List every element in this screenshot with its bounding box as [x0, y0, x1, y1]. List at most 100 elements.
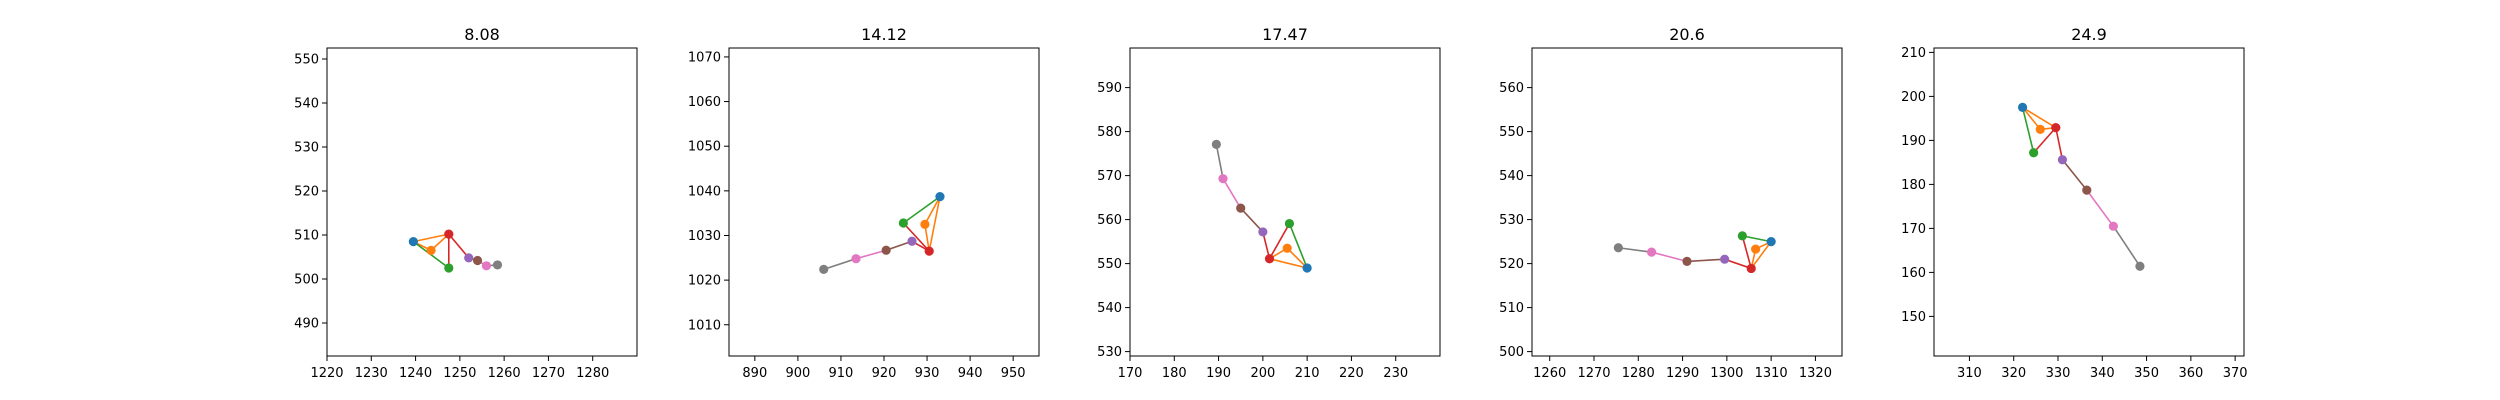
x-tick-label: 1260	[488, 366, 521, 381]
y-tick-label: 540	[294, 97, 319, 112]
x-tick-label: 1250	[443, 366, 476, 381]
edge-line	[2021, 106, 2041, 130]
data-point	[1746, 263, 1756, 274]
data-point	[920, 219, 930, 229]
x-tick-label: 1270	[532, 366, 565, 381]
x-tick-label: 1280	[576, 366, 609, 381]
data-point	[444, 229, 454, 239]
edge-line	[1286, 247, 1308, 269]
y-tick-label: 200	[1901, 90, 1926, 105]
data-point	[1236, 203, 1246, 213]
y-tick-label: 540	[1499, 169, 1524, 184]
edge-line	[928, 196, 941, 252]
chart-panel-2: 14.12 890 900 910 920 930 940 950 1010 1020 1030 10…	[688, 25, 1040, 381]
y-tick-label: 160	[1901, 266, 1926, 281]
edge-line	[1742, 235, 1772, 243]
y-tick-label: 550	[294, 53, 319, 68]
edge-line	[902, 195, 941, 224]
y-tick-label: 560	[1097, 213, 1122, 228]
y-tick-label: 580	[1097, 125, 1122, 140]
y-tick-label: 510	[294, 229, 319, 244]
y-tick-label: 1040	[688, 184, 721, 199]
x-tick-label: 200	[1250, 366, 1275, 381]
x-tick-label: 170	[1118, 366, 1143, 381]
chart-panel-4: 20.6 1260 1270 1280 1290 1300 1310 1320 500 510 52…	[1499, 25, 1843, 381]
x-tick-label: 1270	[1577, 366, 1610, 381]
y-tick-label: 540	[1097, 301, 1122, 316]
x-tick-label: 360	[2178, 366, 2203, 381]
data-point	[907, 236, 917, 246]
axes-frame	[1933, 47, 2245, 357]
edge-line	[1268, 223, 1291, 260]
x-tick-label: 920	[872, 366, 897, 381]
edge-line	[924, 196, 941, 225]
y-tick-label: 520	[1499, 257, 1524, 272]
data-point	[2057, 155, 2068, 165]
y-tick-label: 150	[1901, 310, 1926, 325]
data-point	[851, 254, 861, 264]
data-point	[1646, 247, 1657, 257]
x-tick-label: 370	[2223, 366, 2248, 381]
edge-line	[1215, 144, 1224, 179]
axes-frame	[326, 47, 638, 357]
edge-line	[1262, 231, 1271, 259]
edge-line	[2086, 189, 2115, 227]
edge-line	[1618, 246, 1652, 253]
y-tick-label: 1010	[688, 318, 721, 333]
edge-line	[1288, 223, 1308, 269]
edge-line	[1222, 178, 1242, 209]
y-tick-label: 170	[1901, 222, 1926, 237]
x-tick-label: 190	[1206, 366, 1231, 381]
x-tick-label: 1240	[399, 366, 432, 381]
y-tick-label: 530	[294, 141, 319, 156]
y-tick-label: 550	[1097, 257, 1122, 272]
y-tick-label: 560	[1499, 81, 1524, 96]
data-point	[492, 260, 503, 270]
edge-line	[413, 233, 449, 243]
data-point	[2017, 102, 2028, 112]
data-point	[426, 245, 436, 255]
y-tick-label: 1030	[688, 229, 721, 244]
x-tick-label: 180	[1162, 366, 1187, 381]
y-tick-label: 180	[1901, 178, 1926, 193]
data-point	[481, 261, 492, 271]
x-tick-label: 900	[785, 366, 810, 381]
x-tick-label: 1280	[1622, 366, 1655, 381]
x-tick-label: 330	[2046, 366, 2071, 381]
axes-frame	[1531, 47, 1843, 357]
chart-title: 14.12	[861, 25, 907, 44]
x-tick-label: 310	[1957, 366, 1982, 381]
chart-panel-3: 17.47 170 180 190 200 210 220 230 530 540 550 560 57…	[1097, 25, 1441, 381]
y-tick-label: 1070	[688, 50, 721, 65]
edge-line	[823, 257, 857, 271]
data-point	[464, 253, 474, 263]
x-tick-label: 940	[958, 366, 983, 381]
x-tick-label: 210	[1295, 366, 1320, 381]
data-point	[2082, 185, 2092, 195]
data-point	[881, 245, 891, 255]
data-point	[2051, 123, 2061, 133]
edge-line	[2055, 127, 2064, 160]
y-tick-label: 520	[294, 185, 319, 200]
x-tick-label: 220	[1339, 366, 1364, 381]
edge-line	[1269, 257, 1308, 269]
data-point	[1613, 243, 1623, 253]
x-tick-label: 1260	[1533, 366, 1566, 381]
data-point	[1258, 227, 1268, 237]
edge-line	[2061, 159, 2088, 191]
y-tick-label: 490	[294, 317, 319, 332]
data-point	[924, 246, 934, 256]
data-point	[935, 192, 945, 202]
data-point	[408, 237, 418, 247]
chart-title: 17.47	[1262, 25, 1308, 44]
edge-line	[2112, 225, 2141, 267]
data-point	[444, 263, 454, 273]
edge-line	[1724, 258, 1752, 270]
y-tick-label: 500	[294, 273, 319, 288]
data-point	[2035, 124, 2045, 134]
data-point	[1282, 243, 1292, 253]
data-point	[1751, 244, 1761, 254]
x-tick-label: 910	[829, 366, 854, 381]
data-point	[2029, 148, 2039, 158]
y-tick-label: 530	[1499, 213, 1524, 228]
